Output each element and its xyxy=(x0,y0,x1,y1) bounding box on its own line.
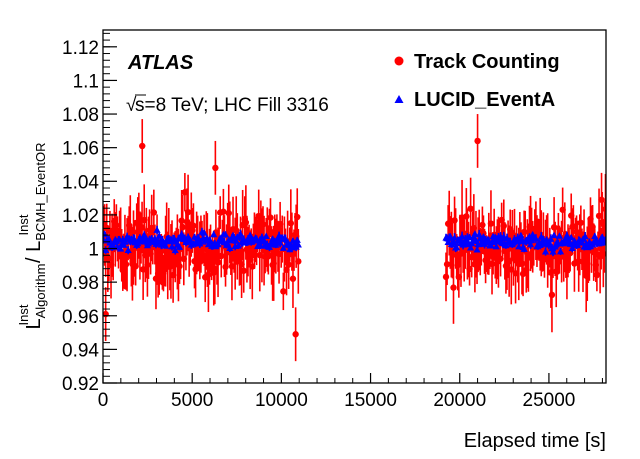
y-title-num-sup: Inst xyxy=(16,304,31,325)
data-point xyxy=(598,172,605,227)
data-point xyxy=(280,272,287,311)
y-tick-label: 1.02 xyxy=(62,206,99,227)
data-point xyxy=(168,242,176,251)
data-point xyxy=(555,232,564,239)
x-tick-label: 20000 xyxy=(433,390,486,411)
legend-label-track-counting: Track Counting xyxy=(414,51,560,73)
data-point xyxy=(155,232,163,239)
data-point xyxy=(474,114,481,168)
data-point xyxy=(561,239,569,246)
data-point xyxy=(473,245,481,253)
data-point xyxy=(175,243,184,251)
data-point xyxy=(292,307,299,362)
data-point xyxy=(226,244,234,253)
data-point xyxy=(442,252,450,302)
data-point xyxy=(210,230,218,238)
data-point xyxy=(212,140,219,195)
data-point xyxy=(139,119,146,173)
y-tick-label: 1 xyxy=(88,240,99,261)
y-tick-label: 1.06 xyxy=(62,139,99,160)
data-point xyxy=(162,242,170,249)
data-point xyxy=(446,232,454,240)
data-point xyxy=(294,240,302,248)
data-point xyxy=(550,231,558,239)
data-point xyxy=(221,230,230,238)
y-tick-label: 1.1 xyxy=(73,71,99,92)
data-layer xyxy=(103,114,606,362)
data-point xyxy=(453,243,461,252)
data-point xyxy=(581,231,589,241)
data-point xyxy=(577,205,585,241)
axis-ticks xyxy=(102,32,603,384)
y-title-sep: / L xyxy=(23,241,45,269)
data-point xyxy=(450,233,459,242)
data-point xyxy=(515,242,523,250)
y-tick-label: 0.96 xyxy=(62,307,99,328)
y-tick-label: 1.12 xyxy=(62,38,99,59)
y-tick-label: 0.92 xyxy=(62,374,99,395)
data-point xyxy=(289,249,297,308)
data-point xyxy=(200,229,208,236)
y-axis-title: LAlgorithmInst / LBCMH_EventORInst xyxy=(16,142,48,329)
y-tick-label: 1.04 xyxy=(62,172,99,193)
data-point xyxy=(124,246,132,255)
data-point xyxy=(450,251,457,324)
data-point xyxy=(294,188,301,246)
legend-marker-track-counting xyxy=(394,56,404,66)
data-point xyxy=(547,234,555,244)
experiment-label: ATLAS xyxy=(127,52,194,74)
data-point xyxy=(240,248,247,293)
x-tick-label: 5000 xyxy=(171,390,213,411)
data-point xyxy=(595,188,603,244)
data-point xyxy=(532,234,540,244)
y-title-num-sub: Algorithm xyxy=(33,263,48,318)
y-tick-label: 0.98 xyxy=(62,273,99,294)
data-point xyxy=(591,232,599,240)
plot-frame xyxy=(102,29,607,384)
data-point xyxy=(443,243,451,286)
data-point xyxy=(103,246,110,254)
x-axis-title: Elapsed time [s] xyxy=(464,430,606,452)
x-tick-label: 0 xyxy=(98,390,109,411)
legend-marker-lucid xyxy=(394,95,404,103)
data-point xyxy=(567,233,575,241)
data-point xyxy=(541,247,550,256)
x-tick-label: 25000 xyxy=(523,390,576,411)
data-point xyxy=(540,240,549,247)
sqrt-symbol: √ xyxy=(126,95,137,116)
data-point xyxy=(471,230,479,237)
y-title-main: L xyxy=(23,318,45,329)
data-point xyxy=(262,232,270,239)
legend: Track Counting LUCID_EventA xyxy=(394,51,560,111)
y-tick-label: 0.94 xyxy=(62,340,99,361)
data-point xyxy=(556,247,565,255)
x-tick-label: 15000 xyxy=(344,390,397,411)
data-point xyxy=(220,188,227,235)
data-point xyxy=(548,257,556,333)
series-lucid-eventa xyxy=(103,225,606,257)
y-title-den-sub: BCMH_EventOR xyxy=(33,142,48,240)
data-point xyxy=(267,198,274,238)
y-title-den-sup: Inst xyxy=(16,214,31,235)
data-point xyxy=(150,189,158,236)
data-point xyxy=(467,177,474,240)
x-tick-label: 10000 xyxy=(255,390,308,411)
data-point xyxy=(492,242,500,250)
data-point xyxy=(497,241,504,277)
data-point xyxy=(234,242,242,250)
data-point xyxy=(179,195,186,260)
data-point xyxy=(458,231,466,241)
legend-label-lucid: LUCID_EventA xyxy=(414,89,555,111)
data-point xyxy=(236,229,245,239)
data-point xyxy=(490,238,498,245)
data-point xyxy=(293,236,301,243)
data-point xyxy=(520,245,528,253)
y-tick-label: 1.08 xyxy=(62,105,99,126)
data-point xyxy=(153,225,161,235)
run-info-label: s=8 TeV; LHC Fill 3316 xyxy=(135,95,329,116)
